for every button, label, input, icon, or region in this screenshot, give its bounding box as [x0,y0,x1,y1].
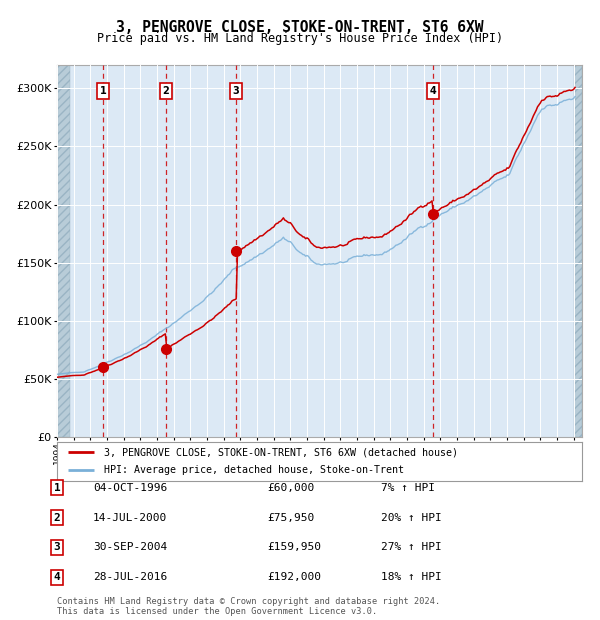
Text: This data is licensed under the Open Government Licence v3.0.: This data is licensed under the Open Gov… [57,607,377,616]
Text: £192,000: £192,000 [267,572,321,582]
Text: 18% ↑ HPI: 18% ↑ HPI [381,572,442,582]
Text: HPI: Average price, detached house, Stoke-on-Trent: HPI: Average price, detached house, Stok… [104,465,404,475]
Text: Price paid vs. HM Land Registry's House Price Index (HPI): Price paid vs. HM Land Registry's House … [97,32,503,45]
Text: 7% ↑ HPI: 7% ↑ HPI [381,483,435,493]
Text: £60,000: £60,000 [267,483,314,493]
Text: 1: 1 [53,483,61,493]
Text: 3, PENGROVE CLOSE, STOKE-ON-TRENT, ST6 6XW (detached house): 3, PENGROVE CLOSE, STOKE-ON-TRENT, ST6 6… [104,448,458,458]
Text: 2: 2 [163,86,169,96]
Text: 3, PENGROVE CLOSE, STOKE-ON-TRENT, ST6 6XW: 3, PENGROVE CLOSE, STOKE-ON-TRENT, ST6 6… [116,20,484,35]
Text: Contains HM Land Registry data © Crown copyright and database right 2024.: Contains HM Land Registry data © Crown c… [57,597,440,606]
Text: 14-JUL-2000: 14-JUL-2000 [93,513,167,523]
Bar [574,65,582,437]
Text: 3: 3 [233,86,239,96]
Text: 2: 2 [53,513,61,523]
Text: 28-JUL-2016: 28-JUL-2016 [93,572,167,582]
Text: 4: 4 [430,86,437,96]
Text: 4: 4 [53,572,61,582]
Text: 04-OCT-1996: 04-OCT-1996 [93,483,167,493]
Bar [57,65,70,437]
Bar [574,65,582,437]
Text: 30-SEP-2004: 30-SEP-2004 [93,542,167,552]
Text: 1: 1 [100,86,106,96]
Bar [57,65,70,437]
Text: 27% ↑ HPI: 27% ↑ HPI [381,542,442,552]
Text: 20% ↑ HPI: 20% ↑ HPI [381,513,442,523]
Text: £159,950: £159,950 [267,542,321,552]
Text: £75,950: £75,950 [267,513,314,523]
Text: 3: 3 [53,542,61,552]
